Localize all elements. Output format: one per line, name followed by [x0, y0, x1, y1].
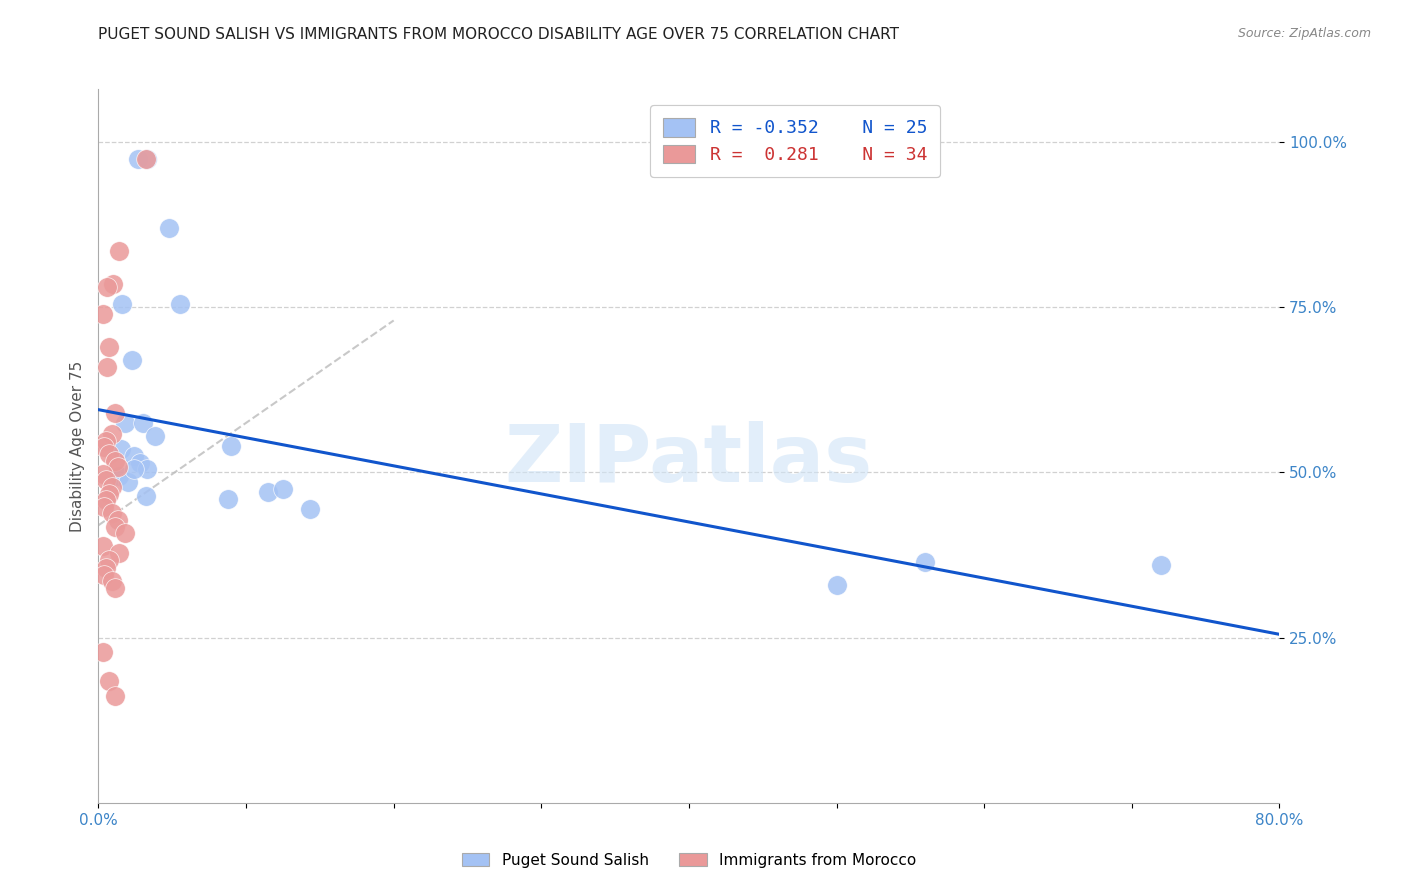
Point [136, 152, 159, 166]
Point [94, 434, 117, 448]
Point [94, 493, 117, 508]
Point [91, 540, 114, 554]
Point [94, 561, 117, 575]
Point [100, 507, 122, 521]
Point [93, 440, 115, 454]
Legend: Puget Sound Salish, Immigrants from Morocco: Puget Sound Salish, Immigrants from Moro… [454, 845, 924, 875]
Point [100, 574, 122, 589]
Text: ZIPatlas: ZIPatlas [505, 421, 873, 500]
Text: PUGET SOUND SALISH VS IMMIGRANTS FROM MOROCCO DISABILITY AGE OVER 75 CORRELATION: PUGET SOUND SALISH VS IMMIGRANTS FROM MO… [98, 27, 900, 42]
Point [100, 427, 122, 442]
Point [97, 340, 120, 354]
Point [219, 439, 242, 453]
Point [104, 406, 127, 420]
Point [135, 489, 157, 503]
Point [107, 513, 129, 527]
Point [93, 567, 115, 582]
Point [104, 453, 127, 467]
Point [135, 152, 157, 166]
Point [169, 297, 191, 311]
Point [91, 467, 114, 481]
Point [157, 221, 180, 235]
Point [91, 645, 114, 659]
Point [108, 468, 131, 483]
Point [1150, 558, 1173, 572]
Point [271, 482, 294, 496]
Point [132, 416, 155, 430]
Point [121, 353, 143, 368]
Point [108, 244, 131, 258]
Point [298, 501, 321, 516]
Point [96, 359, 118, 374]
Point [143, 429, 166, 443]
Text: Source: ZipAtlas.com: Source: ZipAtlas.com [1237, 27, 1371, 40]
Y-axis label: Disability Age Over 75: Disability Age Over 75 [69, 360, 84, 532]
Point [117, 475, 139, 490]
Point [100, 480, 122, 494]
Point [114, 416, 136, 430]
Point [97, 552, 120, 566]
Point [114, 526, 136, 541]
Point [97, 447, 120, 461]
Point [103, 277, 125, 292]
Point [91, 307, 114, 321]
Point [97, 486, 120, 500]
Point [122, 449, 145, 463]
Point [104, 689, 127, 703]
Point [111, 297, 134, 311]
Point [104, 581, 127, 595]
Point [97, 673, 120, 688]
Point [96, 280, 118, 294]
Point [257, 485, 280, 500]
Point [110, 442, 132, 457]
Legend: R = -0.352    N = 25, R =  0.281    N = 34: R = -0.352 N = 25, R = 0.281 N = 34 [650, 105, 939, 177]
Point [136, 462, 159, 476]
Point [93, 500, 115, 514]
Point [108, 546, 131, 560]
Point [128, 456, 150, 470]
Point [914, 555, 936, 569]
Point [122, 462, 145, 476]
Point [127, 152, 149, 166]
Point [217, 491, 239, 506]
Point [94, 474, 117, 488]
Point [825, 578, 848, 592]
Point [107, 460, 129, 475]
Point [104, 519, 127, 533]
